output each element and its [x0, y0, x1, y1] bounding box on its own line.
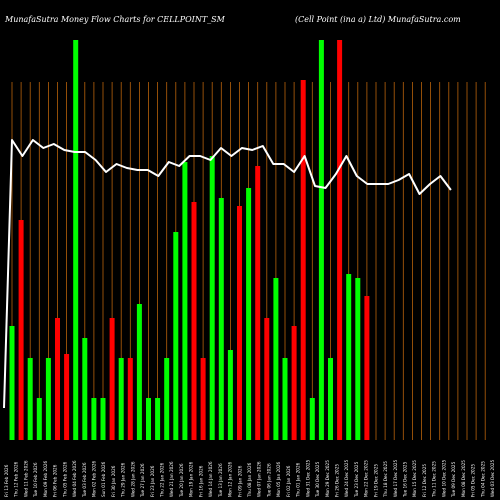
- volume-bar: [346, 274, 352, 440]
- x-tick-label: Thu 05 Feb 2026: [62, 461, 67, 498]
- x-tick-label: Thu 01 Jan 2026: [296, 462, 301, 498]
- x-tick-label: Thu 29 Jan 2026: [121, 462, 126, 498]
- x-tick-label: Wed 17 Dec 2025: [393, 459, 398, 497]
- x-tick-label: Wed 04 Feb 2026: [72, 460, 77, 497]
- x-tick-label: Thu 11 Dec 2025: [432, 461, 437, 498]
- x-tick-label: Mon 29 Dec 2025: [325, 460, 330, 497]
- volume-bars: [9, 40, 370, 440]
- x-tick-label: Mon 15 Dec 2025: [412, 460, 417, 497]
- x-tick-label: Fri 19 Dec 2025: [373, 464, 378, 497]
- x-tick-label: Fri 12 Dec 2025: [422, 464, 427, 497]
- volume-bar: [227, 350, 233, 440]
- x-tick-label: Tue 13 Jan 2026: [218, 463, 223, 498]
- x-tick-label: Mon 19 Jan 2026: [189, 461, 194, 497]
- volume-bar: [200, 358, 206, 440]
- volume-bar: [173, 232, 179, 440]
- volume-bar: [118, 358, 124, 440]
- volume-bar: [73, 40, 79, 440]
- x-tick-label: Fri 05 Dec 2025: [471, 464, 476, 497]
- x-tick-label: Fri 30 Jan 2026: [111, 465, 116, 497]
- x-tick-label: Sun 01 Feb 2026: [101, 461, 106, 497]
- volume-bar: [355, 278, 361, 440]
- volume-bar: [91, 398, 97, 440]
- x-tick-label: Mon 02 Feb 2026: [92, 460, 97, 497]
- volume-bar: [246, 188, 252, 440]
- x-tick-label: Mon 05 Jan 2026: [276, 461, 281, 497]
- x-tick-label: Tue 09 Dec 2025: [451, 461, 456, 498]
- volume-bar: [100, 398, 106, 440]
- volume-bar: [309, 398, 315, 440]
- x-tick-label: Tue 06 Jan 2026: [266, 463, 271, 498]
- volume-bar: [136, 304, 142, 440]
- x-tick-label: Mon 12 Jan 2026: [228, 461, 233, 497]
- x-tick-label: Fri 09 Jan 2026: [237, 465, 242, 497]
- volume-bar: [364, 296, 370, 440]
- volume-bar: [218, 198, 224, 440]
- volume-bar: [27, 358, 33, 440]
- volume-bar: [282, 358, 288, 440]
- x-tick-label: Wed 31 Dec 2025: [305, 459, 310, 497]
- volume-bar: [337, 40, 343, 440]
- x-tick-label: Tue 27 Jan 2026: [140, 463, 145, 498]
- volume-bar: [155, 398, 161, 440]
- x-tick-label: Fri 13 Feb 2026: [4, 464, 9, 497]
- x-tick-label: Wed 11 Feb 2026: [23, 460, 28, 497]
- volume-bar: [291, 326, 297, 440]
- volume-bar: [109, 318, 115, 440]
- x-tick-label: Thu 18 Dec 2025: [383, 461, 388, 498]
- chart-title-right: (Cell Point (ina a) Ltd) MunafaSutra.com: [295, 15, 461, 24]
- x-tick-label: Thu 12 Feb 2026: [14, 461, 19, 498]
- volume-bar: [82, 338, 88, 440]
- x-tick-label: Wed 14 Jan 2026: [208, 461, 213, 497]
- volume-bar: [318, 40, 324, 440]
- volume-bar: [273, 278, 279, 440]
- x-tick-label: Thu 22 Jan 2026: [160, 462, 165, 498]
- x-tick-label: Tue 20 Jan 2026: [179, 463, 184, 498]
- x-tick-label: Fri 26 Dec 2025: [335, 464, 340, 497]
- x-tick-label: Fri 02 Jan 2026: [286, 465, 291, 497]
- x-axis-labels: Fri 13 Feb 2026 Thu 12 Feb 2026 Wed 11 Feb…: [4, 459, 495, 498]
- volume-bar: [328, 358, 333, 440]
- x-tick-label: Tue 23 Dec 2025: [354, 461, 359, 498]
- x-tick-label: Thu 04 Dec 2025: [480, 461, 485, 498]
- x-tick-label: Mon 22 Dec 2025: [364, 460, 369, 497]
- x-tick-label: Wed 03 Dec 2025: [490, 459, 495, 497]
- volume-bar: [182, 162, 188, 440]
- volume-bar: [164, 358, 170, 440]
- volume-bar: [255, 166, 261, 440]
- volume-bar: [45, 358, 51, 440]
- volume-bar: [36, 398, 42, 440]
- volume-bar: [55, 318, 60, 440]
- volume-bar: [146, 398, 151, 440]
- x-tick-label: Wed 21 Jan 2026: [169, 461, 174, 497]
- x-tick-label: Wed 10 Dec 2025: [441, 459, 446, 497]
- x-tick-label: Tue 16 Dec 2025: [403, 461, 408, 498]
- x-tick-label: Tue 30 Dec 2025: [315, 461, 320, 498]
- volume-bar: [237, 206, 242, 440]
- x-tick-label: Wed 28 Jan 2026: [130, 461, 135, 497]
- x-tick-label: Mon 09 Feb 2026: [43, 460, 48, 497]
- volume-bar: [18, 220, 24, 440]
- volume-bar: [9, 326, 15, 440]
- x-tick-label: Fri 23 Jan 2026: [150, 465, 155, 497]
- volume-bar: [209, 156, 215, 440]
- x-tick-label: Wed 07 Jan 2026: [257, 461, 262, 497]
- x-tick-label: Fri 06 Feb 2026: [53, 464, 58, 497]
- x-tick-label: Tue 03 Feb 2026: [82, 462, 87, 498]
- x-tick-label: Wed 24 Dec 2025: [344, 459, 349, 497]
- chart-title: MunafaSutra Money Flow Charts for CELLPO…: [4, 15, 226, 24]
- volume-bar: [64, 354, 70, 440]
- volume-bar: [127, 358, 133, 440]
- x-tick-label: Thu 08 Jan 2026: [247, 462, 252, 498]
- volume-bar: [300, 80, 306, 440]
- volume-bar: [191, 202, 197, 440]
- x-tick-label: Fri 16 Jan 2026: [198, 465, 203, 497]
- money-flow-line: [3, 139, 452, 409]
- volume-bar: [264, 318, 270, 440]
- x-tick-label: Tue 10 Feb 2026: [33, 462, 38, 498]
- x-tick-label: Mon 08 Dec 2025: [461, 460, 466, 497]
